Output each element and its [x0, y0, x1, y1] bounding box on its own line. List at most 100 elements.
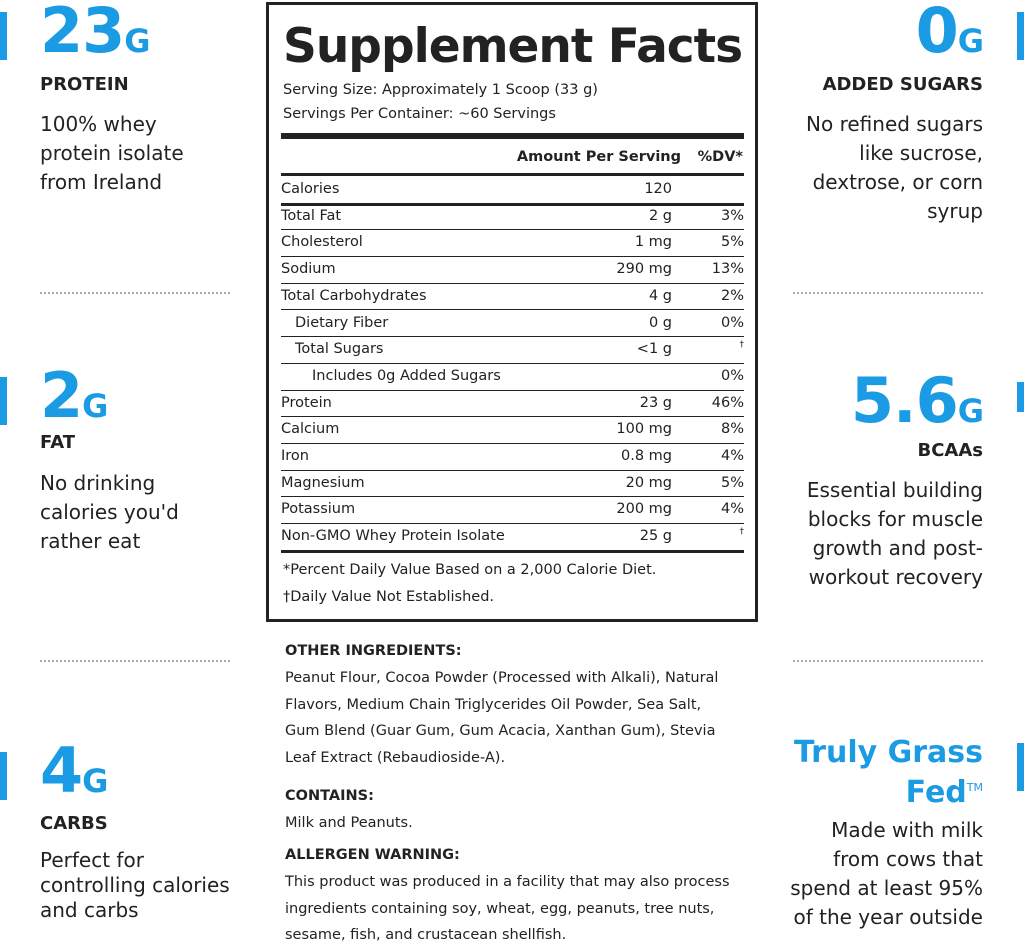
nutrient-dv: 13%	[711, 261, 744, 278]
section-text: Milk and Peanuts.	[285, 815, 413, 831]
nutrient-amount: <1 g	[636, 341, 672, 358]
facts-row: Dietary Fiber 0 g 0%	[281, 310, 744, 338]
servings: Servings Per Container: ~60 Servings	[283, 106, 556, 122]
facts-row: Total Sugars <1 g †	[281, 336, 744, 364]
serving-size: Serving Size: Approximately 1 Scoop (33 …	[283, 82, 598, 98]
facts-row: Cholesterol 1 mg 5%	[281, 229, 744, 258]
nutrient-name: Calcium	[281, 421, 340, 438]
stat-label: ADDED SUGARS	[822, 74, 983, 95]
stat-label: FAT	[40, 432, 76, 453]
stat-text: No drinking calories you'd rather eat	[40, 471, 179, 553]
stat-amount: 2	[40, 359, 83, 432]
nutrient-amount: 0.8 mg	[621, 448, 672, 464]
stat-label: PROTEIN	[40, 74, 129, 95]
grass-fed-title: Truly Grass FedTM	[793, 735, 983, 810]
stat-text: Perfect for controlling calories and car…	[40, 848, 230, 922]
nutrient-name: Total Sugars	[295, 341, 384, 358]
divider	[40, 292, 230, 294]
divider	[793, 660, 983, 662]
stat-text: Made with milk from cows that spend at l…	[790, 818, 983, 929]
accent-bar	[0, 377, 7, 425]
nutrient-name: Sodium	[281, 261, 336, 278]
facts-row: Magnesium 20 mg 5%	[281, 470, 744, 498]
facts-row: Iron 0.8 mg 4%	[281, 443, 744, 471]
nutrient-amount: 120	[644, 181, 672, 197]
nutrient-name: Includes 0g Added Sugars	[312, 367, 501, 384]
section-heading: ALLERGEN WARNING:	[285, 847, 460, 863]
header-amount: Amount Per Serving	[516, 149, 681, 165]
accent-bar	[1017, 382, 1024, 412]
nutrient-name: Iron	[281, 448, 309, 464]
trademark: TM	[966, 781, 983, 794]
stat-unit: G	[957, 392, 984, 430]
stat-text: No refined sugars like sucrose, dextrose…	[806, 112, 983, 223]
nutrient-dv: 2%	[720, 287, 744, 304]
section-text: This product was produced in a facility …	[285, 874, 730, 943]
footnote: *Percent Daily Value Based on a 2,000 Ca…	[283, 562, 657, 578]
facts-row: Total Fat 2 g 3%	[281, 203, 744, 231]
accent-bar	[1017, 743, 1024, 791]
nutrient-name: Protein	[281, 394, 332, 411]
section-heading: OTHER INGREDIENTS:	[285, 643, 462, 659]
facts-row: Calcium 100 mg 8%	[281, 416, 744, 444]
nutrient-amount: 20 mg	[625, 474, 672, 491]
stat-value: 5.6G	[851, 370, 984, 442]
section-heading: CONTAINS:	[285, 788, 374, 804]
stat-unit: G	[82, 762, 108, 800]
nutrient-name: Non-GMO Whey Protein Isolate	[281, 528, 505, 545]
stat-label: BCAAs	[917, 440, 983, 461]
facts-row: Non-GMO Whey Protein Isolate 25 g †	[281, 523, 744, 553]
stat-amount: 5.6	[850, 364, 959, 437]
facts-row: Sodium 290 mg 13%	[281, 256, 744, 284]
nutrient-amount: 1 mg	[634, 234, 672, 251]
nutrient-name: Calories	[281, 181, 340, 197]
facts-row: Protein 23 g 46%	[281, 390, 744, 418]
stat-value: 0G	[915, 0, 984, 72]
nutrient-amount: 2 g	[648, 207, 672, 224]
stat-unit: G	[124, 22, 150, 60]
nutrient-name: Total Fat	[281, 207, 342, 224]
divider	[793, 292, 983, 294]
stat-value: 4G	[40, 740, 108, 812]
facts-row: Includes 0g Added Sugars 0%	[281, 363, 744, 391]
nutrient-dv: 8%	[720, 421, 744, 438]
accent-bar	[1017, 12, 1024, 60]
stat-text: Essential building blocks for muscle gro…	[806, 478, 983, 589]
nutrient-name: Magnesium	[281, 474, 365, 491]
nutrient-amount: 200 mg	[616, 501, 672, 518]
facts-row: Total Carbohydrates 4 g 2%	[281, 283, 744, 311]
nutrient-name: Cholesterol	[281, 234, 363, 251]
nutrient-dv: 3%	[720, 207, 744, 224]
nutrient-dv: 0%	[720, 314, 744, 331]
header-dv: %DV*	[697, 149, 743, 165]
nutrient-name: Dietary Fiber	[295, 314, 389, 331]
nutrient-amount: 100 mg	[616, 421, 672, 438]
rule	[281, 173, 744, 176]
nutrient-amount: 4 g	[648, 287, 672, 304]
nutrient-amount: 25 g	[639, 528, 672, 545]
nutrient-dv: †	[739, 340, 745, 351]
footnote: †Daily Value Not Established.	[283, 589, 495, 605]
nutrient-dv: 4%	[720, 501, 744, 518]
accent-bar	[0, 752, 7, 800]
stat-unit: G	[957, 22, 984, 60]
supplement-facts: Supplement Facts Serving Size: Approximat…	[266, 2, 758, 622]
facts-row: Calories 120	[281, 176, 744, 206]
nutrient-amount: 290 mg	[616, 261, 672, 278]
section-text: Peanut Flour, Cocoa Powder (Processed wi…	[285, 670, 719, 766]
facts-row: Potassium 200 mg 4%	[281, 496, 744, 525]
stat-amount: 4	[40, 734, 83, 807]
stat-text: 100% whey protein isolate from Ireland	[40, 112, 184, 194]
nutrient-dv: 5%	[720, 474, 744, 491]
nutrient-dv: 0%	[720, 367, 744, 384]
stat-amount: 23	[40, 0, 125, 67]
rule	[281, 133, 744, 139]
nutrient-dv: 46%	[711, 394, 744, 411]
nutrient-name: Potassium	[281, 501, 356, 518]
stat-amount: 0	[915, 0, 959, 67]
facts-title: Supplement Facts	[283, 19, 743, 74]
nutrient-amount: 23 g	[639, 394, 672, 411]
nutrient-dv: 5%	[720, 234, 744, 251]
nutrient-dv: †	[739, 527, 745, 538]
